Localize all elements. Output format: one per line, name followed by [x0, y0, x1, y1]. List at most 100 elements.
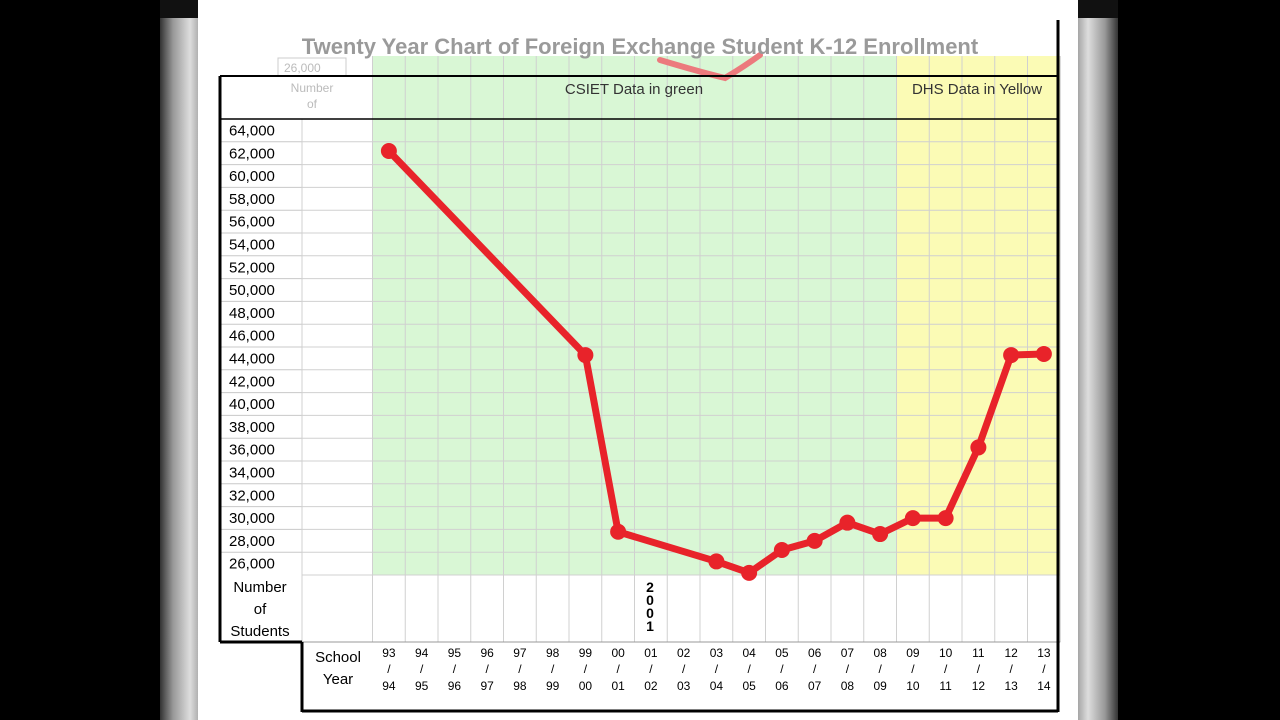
x-tick-separator: /	[518, 662, 522, 676]
x-tick-label: 07	[808, 679, 822, 693]
y-tick-label: 30,000	[229, 510, 275, 527]
y-tick-label: 54,000	[229, 237, 275, 254]
x-tick-label: 97	[480, 679, 494, 693]
x-tick-label: 12	[972, 679, 986, 693]
x-tick-label: 99	[546, 679, 560, 693]
x-axis-title-line-2: Year	[323, 671, 353, 688]
x-tick-separator: /	[977, 662, 981, 676]
ghost-tick-label: 26,000	[284, 61, 321, 75]
y-tick-label: 58,000	[229, 191, 275, 208]
y-tick-label: 36,000	[229, 442, 275, 459]
x-tick-label: 00	[579, 679, 593, 693]
dhs-band-label: DHS Data in Yellow	[912, 81, 1042, 98]
x-tick-separator: /	[813, 662, 817, 676]
data-point	[380, 143, 397, 160]
y-tick-label: 40,000	[229, 396, 275, 413]
x-tick-label: 13	[1037, 646, 1051, 660]
x-tick-label: 98	[513, 679, 527, 693]
x-tick-separator: /	[715, 662, 719, 676]
y-tick-label: 50,000	[229, 282, 275, 299]
x-tick-label: 04	[742, 646, 756, 660]
x-tick-label: 03	[677, 679, 691, 693]
y-tick-label: 52,000	[229, 259, 275, 276]
x-tick-separator: /	[616, 662, 620, 676]
x-tick-separator: /	[420, 662, 424, 676]
x-tick-separator: /	[387, 662, 391, 676]
x-tick-label: 93	[382, 646, 396, 660]
x-tick-label: 11	[972, 646, 985, 660]
x-tick-label: 10	[939, 646, 953, 660]
x-tick-label: 96	[448, 679, 462, 693]
y-axis-title-line-2: of	[254, 601, 267, 618]
x-tick-labels: 93 / 94 94 / 95 95 / 96 96 / 97 97 / 98 98 / 99 99 / 00 00 / 01…	[382, 646, 1051, 693]
x-axis-title: School Year	[315, 649, 361, 688]
x-tick-separator: /	[485, 662, 489, 676]
x-tick-label: 97	[513, 646, 527, 660]
x-tick-separator: /	[878, 662, 882, 676]
year-2001-digit: 0	[646, 592, 654, 608]
x-tick-label: 04	[710, 679, 724, 693]
x-tick-label: 05	[775, 646, 789, 660]
x-tick-label: 02	[644, 679, 658, 693]
x-tick-label: 06	[808, 646, 822, 660]
data-point	[708, 553, 725, 570]
csiet-band-label: CSIET Data in green	[565, 81, 703, 98]
year-2001-marker: 2 0 0 1	[646, 579, 654, 634]
x-tick-separator: /	[780, 662, 784, 676]
data-point	[577, 347, 594, 364]
y-tick-label: 46,000	[229, 328, 275, 345]
data-point	[970, 439, 987, 456]
x-tick-label: 03	[710, 646, 724, 660]
data-point	[1003, 347, 1020, 364]
series-line	[385, 147, 1048, 577]
x-axis-title-line-1: School	[315, 649, 361, 666]
chart-title: Twenty Year Chart of Foreign Exchange St…	[302, 34, 979, 59]
y-tick-labels: 64,000 62,000 60,000 58,000 56,000 54,000 52,0…	[229, 123, 275, 573]
x-tick-label: 14	[1037, 679, 1051, 693]
y-tick-label: 34,000	[229, 465, 275, 482]
y-tick-label: 56,000	[229, 214, 275, 231]
x-tick-label: 00	[611, 646, 625, 660]
year-2001-digit: 2	[646, 579, 654, 595]
y-tick-label: 42,000	[229, 373, 275, 390]
x-tick-label: 98	[546, 646, 560, 660]
x-tick-separator: /	[551, 662, 555, 676]
x-tick-separator: /	[846, 662, 850, 676]
data-point	[741, 564, 758, 581]
x-tick-label: 99	[579, 646, 593, 660]
x-tick-label: 05	[742, 679, 756, 693]
x-tick-separator: /	[1042, 662, 1046, 676]
ghost-line-remnant	[657, 52, 763, 82]
year-2001-digit: 1	[646, 618, 654, 634]
x-tick-label: 95	[415, 679, 429, 693]
table-borders	[218, 20, 1060, 713]
y-tick-label: 48,000	[229, 305, 275, 322]
x-tick-separator: /	[911, 662, 915, 676]
x-tick-label: 96	[480, 646, 494, 660]
y-tick-label: 38,000	[229, 419, 275, 436]
y-tick-label: 28,000	[229, 533, 275, 550]
data-point	[1035, 345, 1052, 362]
x-tick-separator: /	[1009, 662, 1013, 676]
x-tick-separator: /	[649, 662, 653, 676]
y-tick-label: 60,000	[229, 168, 275, 185]
ghost-axis-label: Number	[291, 81, 334, 95]
y-tick-label: 62,000	[229, 145, 275, 162]
x-tick-separator: /	[584, 662, 588, 676]
x-tick-separator: /	[453, 662, 457, 676]
x-tick-label: 12	[1004, 646, 1018, 660]
x-tick-label: 08	[841, 679, 855, 693]
x-tick-separator: /	[682, 662, 686, 676]
y-axis-title-line-3: Students	[230, 623, 289, 640]
y-tick-label: 64,000	[229, 123, 275, 140]
x-tick-label: 94	[382, 679, 396, 693]
x-tick-separator: /	[747, 662, 751, 676]
y-axis-title-line-1: Number	[233, 579, 286, 596]
data-point	[872, 526, 889, 543]
x-tick-label: 07	[841, 646, 855, 660]
x-tick-label: 11	[939, 679, 952, 693]
data-point	[937, 510, 954, 527]
x-tick-separator: /	[944, 662, 948, 676]
x-tick-label: 02	[677, 646, 691, 660]
data-point	[610, 523, 627, 540]
